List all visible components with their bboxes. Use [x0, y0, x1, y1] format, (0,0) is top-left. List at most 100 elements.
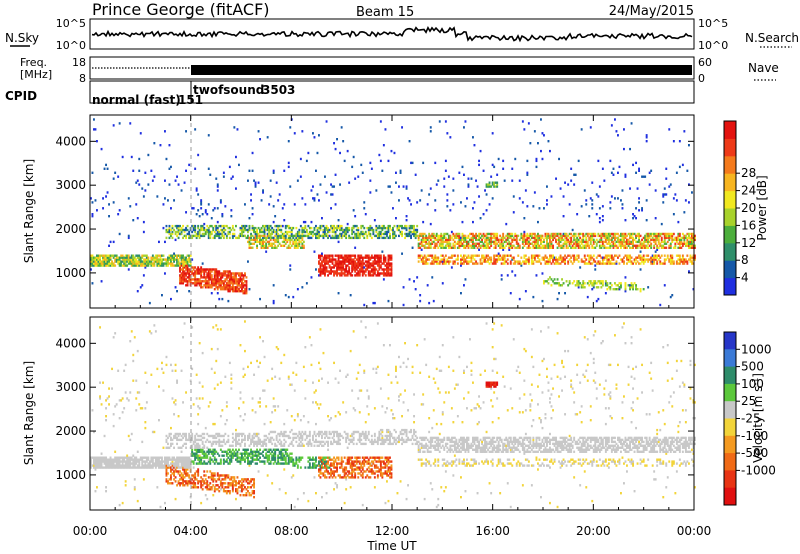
- heatmap-cell: [562, 234, 565, 238]
- heatmap-cell: [482, 242, 485, 245]
- heatmap-cell: [349, 254, 352, 257]
- heatmap-cell: [491, 240, 494, 244]
- heatmap-cell: [624, 234, 627, 238]
- heatmap-cell: [632, 244, 635, 247]
- heatmap-cell: [127, 236, 130, 240]
- heatmap-cell: [624, 173, 627, 176]
- heatmap-cell: [185, 284, 188, 287]
- heatmap-cell: [680, 240, 683, 244]
- heatmap-cell: [485, 236, 488, 240]
- heatmap-cell: [340, 270, 343, 273]
- heatmap-cell: [533, 240, 536, 244]
- heatmap-cell: [582, 240, 585, 244]
- heatmap-cell: [182, 476, 185, 479]
- heatmap-cell: [141, 464, 144, 467]
- heatmap-cell: [164, 501, 166, 505]
- heatmap-cell: [342, 140, 345, 143]
- heatmap-cell: [183, 230, 186, 234]
- heatmap-cell: [179, 254, 182, 257]
- heatmap-cell: [499, 254, 502, 257]
- heatmap-cell: [647, 236, 650, 240]
- heatmap-cell: [321, 262, 323, 265]
- heatmap-cell: [411, 226, 414, 230]
- heatmap-cell: [216, 183, 219, 186]
- heatmap-cell: [260, 230, 263, 234]
- heatmap-cell: [476, 238, 479, 242]
- heatmap-cell: [337, 272, 340, 275]
- heatmap-cell: [666, 236, 669, 240]
- heatmap-cell: [594, 240, 597, 244]
- heatmap-cell: [523, 244, 526, 247]
- heatmap-cell: [669, 234, 672, 238]
- heatmap-cell: [176, 442, 179, 446]
- heatmap-cell: [464, 236, 467, 240]
- heatmap-cell: [527, 242, 530, 245]
- heatmap-cell: [535, 274, 538, 277]
- heatmap-cell: [177, 224, 180, 228]
- heatmap-cell: [378, 262, 381, 265]
- heatmap-cell: [174, 468, 177, 471]
- heatmap-cell: [218, 278, 221, 281]
- heatmap-cell: [135, 458, 138, 461]
- heatmap-cell: [93, 262, 95, 265]
- heatmap-cell: [124, 264, 127, 267]
- heatmap-cell: [337, 226, 340, 230]
- heatmap-cell: [99, 262, 102, 265]
- heatmap-cell: [654, 236, 657, 240]
- heatmap-cell: [645, 244, 648, 247]
- heatmap-cell: [524, 260, 527, 263]
- heatmap-cell: [283, 203, 286, 206]
- heatmap-cell: [325, 228, 328, 232]
- heatmap-cell: [173, 264, 176, 267]
- heatmap-cell: [118, 260, 121, 263]
- heatmap-cell: [343, 268, 346, 271]
- heatmap-cell: [678, 256, 681, 259]
- heatmap-cell: [182, 482, 185, 485]
- heatmap-cell: [610, 256, 613, 259]
- heatmap-cell: [375, 256, 378, 259]
- heatmap-cell: [304, 220, 307, 224]
- heatmap-cell: [601, 232, 604, 236]
- heatmap-cell: [170, 426, 172, 430]
- heatmap-cell: [259, 234, 262, 238]
- heatmap-cell: [623, 262, 625, 265]
- heatmap-cell: [298, 236, 301, 240]
- heatmap-cell: [102, 254, 105, 257]
- heatmap-cell: [195, 446, 198, 449]
- heatmap-cell: [384, 232, 387, 236]
- heatmap-cell: [244, 203, 246, 206]
- heatmap-cell: [444, 236, 447, 240]
- heatmap-cell: [381, 236, 384, 240]
- heatmap-cell: [678, 246, 681, 249]
- heatmap-cell: [222, 282, 225, 285]
- heatmap-cell: [496, 258, 499, 261]
- heatmap-cell: [130, 262, 133, 265]
- heatmap-cell: [231, 278, 234, 281]
- heatmap-cell: [327, 274, 330, 277]
- heatmap-cell: [195, 448, 198, 451]
- heatmap-cell: [185, 434, 188, 438]
- heatmap-cell: [591, 232, 594, 236]
- heatmap-cell: [360, 254, 363, 257]
- heatmap-cell: [158, 460, 160, 463]
- heatmap-cell: [339, 266, 342, 269]
- heatmap-cell: [490, 244, 493, 247]
- heatmap-cell: [672, 213, 675, 216]
- heatmap-cell: [413, 230, 416, 234]
- heatmap-cell: [180, 189, 183, 192]
- heatmap-cell: [165, 466, 168, 469]
- heatmap-cell: [592, 260, 595, 263]
- heatmap-cell: [248, 244, 251, 247]
- heatmap-cell: [473, 258, 476, 261]
- heatmap-cell: [455, 258, 458, 261]
- heatmap-cell: [331, 266, 334, 269]
- heatmap-cell: [221, 224, 224, 228]
- heatmap-cell: [245, 288, 248, 291]
- heatmap-cell: [260, 228, 263, 232]
- heatmap-cell: [533, 258, 536, 261]
- heatmap-cell: [247, 236, 249, 240]
- heatmap-cell: [585, 242, 588, 245]
- heatmap-cell: [677, 234, 680, 238]
- heatmap-cell: [158, 262, 160, 265]
- heatmap-cell: [601, 260, 604, 263]
